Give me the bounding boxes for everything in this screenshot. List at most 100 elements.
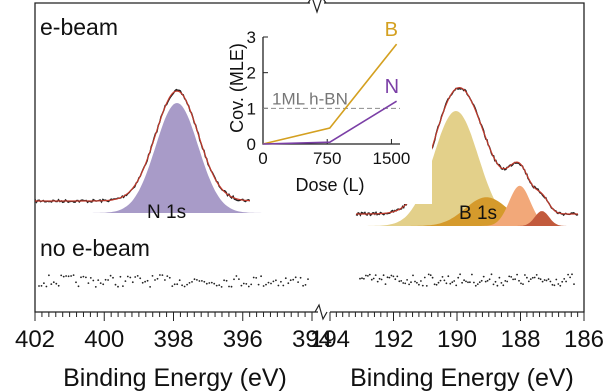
inset-y-tick-label: 1 xyxy=(247,99,256,118)
data-point xyxy=(420,280,422,282)
data-point xyxy=(260,275,262,278)
data-point xyxy=(80,276,82,279)
data-point xyxy=(439,279,442,282)
data-point xyxy=(247,285,250,288)
data-point xyxy=(378,277,381,280)
data-point xyxy=(196,279,198,281)
data-point xyxy=(277,284,280,287)
data-point xyxy=(526,276,528,279)
data-point xyxy=(527,280,530,283)
x-tick-label: 394 xyxy=(292,326,332,353)
data-point xyxy=(461,281,463,284)
data-point xyxy=(168,276,171,279)
data-point xyxy=(223,279,226,282)
data-point xyxy=(392,275,395,278)
data-point xyxy=(225,279,228,282)
data-point xyxy=(508,275,511,278)
data-point xyxy=(524,274,526,276)
data-point xyxy=(551,283,554,286)
data-point xyxy=(122,285,124,287)
data-point xyxy=(126,275,129,278)
data-point xyxy=(396,275,399,278)
data-point xyxy=(240,284,243,287)
data-point xyxy=(280,280,282,283)
data-point xyxy=(40,285,43,287)
data-point xyxy=(416,281,418,284)
data-point xyxy=(520,282,522,285)
data-point xyxy=(437,281,440,284)
data-point xyxy=(533,276,536,279)
data-point xyxy=(522,283,524,285)
panel-label-e-beam: e-beam xyxy=(40,14,118,40)
data-point xyxy=(455,284,458,287)
data-point xyxy=(531,276,534,279)
data-point xyxy=(233,278,235,281)
data-point xyxy=(99,282,102,284)
data-point xyxy=(230,285,233,288)
data-point xyxy=(57,284,60,287)
data-point xyxy=(557,283,560,285)
coverage-inset: Cov. (MLE) Dose (L) 0 1 2 3 0 750 1500 1ML h-BN B N xyxy=(227,19,432,204)
data-point xyxy=(139,277,142,280)
peak-component-1 xyxy=(35,103,312,213)
data-point xyxy=(535,274,538,276)
data-point xyxy=(453,280,456,282)
data-point xyxy=(539,278,542,281)
peak-component-4 xyxy=(356,211,578,226)
data-point xyxy=(510,276,513,278)
data-point xyxy=(284,277,287,280)
data-point xyxy=(89,277,92,279)
data-point xyxy=(408,283,410,286)
data-point xyxy=(198,280,201,282)
series-line-B xyxy=(262,43,398,145)
fit-envelope xyxy=(356,86,578,215)
data-point xyxy=(52,281,55,284)
data-point xyxy=(171,285,174,287)
data-point xyxy=(215,284,218,287)
data-point xyxy=(372,277,375,280)
data-point xyxy=(473,281,475,284)
peak-component-2 xyxy=(356,197,578,226)
series-label-N: N xyxy=(385,76,399,98)
data-point xyxy=(294,276,297,279)
data-point xyxy=(252,276,255,279)
data-point xyxy=(368,273,371,276)
data-point xyxy=(45,285,48,288)
data-point xyxy=(427,273,430,276)
peak-component-3 xyxy=(356,185,578,226)
data-point xyxy=(203,280,206,283)
data-point xyxy=(390,274,393,277)
data-point xyxy=(55,282,58,285)
b1s-spectrum xyxy=(355,86,579,226)
data-point xyxy=(183,285,186,288)
data-point xyxy=(425,285,428,287)
data-point xyxy=(500,282,503,284)
data-point xyxy=(469,281,471,284)
data-point xyxy=(537,277,540,280)
data-point xyxy=(65,275,67,277)
data-point xyxy=(394,278,397,281)
data-point xyxy=(270,282,272,285)
data-point xyxy=(250,283,253,286)
data-point xyxy=(402,282,405,284)
b1s-peak-label: B 1s xyxy=(459,203,497,224)
data-point xyxy=(70,275,72,277)
data-point xyxy=(412,274,414,277)
data-point xyxy=(443,279,446,282)
x-tick-label: 190 xyxy=(437,326,477,353)
data-point xyxy=(193,278,196,281)
data-point xyxy=(307,278,309,280)
series-line-N xyxy=(262,100,398,145)
data-point xyxy=(191,281,193,283)
data-point xyxy=(502,284,505,287)
data-point xyxy=(255,277,258,279)
data-point xyxy=(467,281,469,284)
data-point xyxy=(451,281,454,284)
data-point xyxy=(474,284,477,287)
data-point xyxy=(457,276,460,279)
data-point xyxy=(50,283,53,285)
data-point xyxy=(257,283,260,286)
data-point xyxy=(205,282,208,285)
data-point xyxy=(569,276,571,279)
data-point xyxy=(82,275,85,278)
